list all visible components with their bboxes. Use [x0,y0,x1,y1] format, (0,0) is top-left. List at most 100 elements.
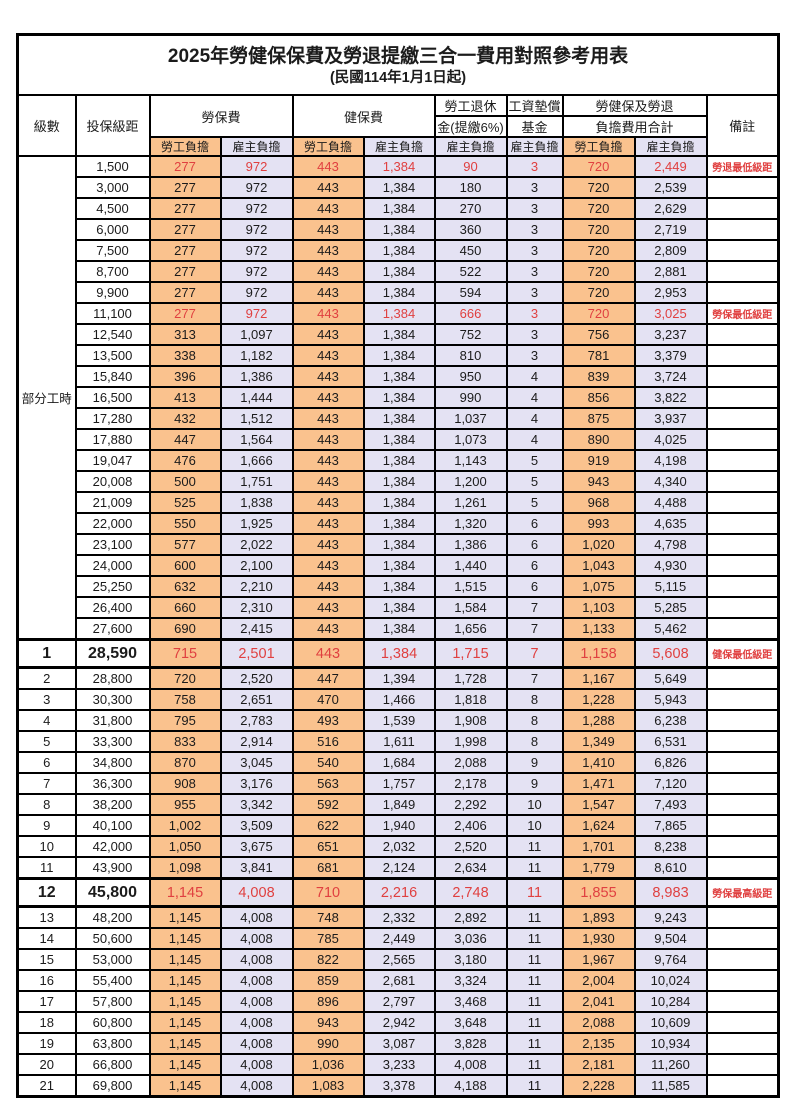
table-row: 3,000 277 972 443 1,384 180 3 720 2,539 [18,176,780,199]
bracket-cell: 57,800 [74,990,151,1013]
value-cell: 443 [291,470,365,493]
value-cell: 3,841 [219,856,294,880]
value-cell: 1,145 [148,1053,222,1076]
value-cell: 1,288 [561,709,636,732]
value-cell: 1,075 [561,575,636,598]
value-cell: 3 [505,176,564,199]
value-cell: 11 [505,1011,564,1034]
value-cell: 1,384 [362,281,436,304]
value-cell: 8 [505,709,564,732]
table-row: 26,400 660 2,310 443 1,384 1,584 7 1,103 5,285 [18,596,780,619]
table-row: 21,009 525 1,838 443 1,384 1,261 5 968 4,488 [18,491,780,514]
subheader-labor-employee: 勞工負擔 [148,136,222,157]
value-cell: 5,115 [633,575,708,598]
value-cell: 2,539 [633,176,708,199]
value-cell: 11 [505,1053,564,1076]
value-cell: 1,564 [219,428,294,451]
table-row: 20 66,800 1,145 4,008 1,036 3,233 4,008 11 2,181… [16,1053,780,1076]
note-cell [705,1053,780,1076]
value-cell: 1,036 [291,1053,365,1076]
table-row: 19,047 476 1,666 443 1,384 1,143 5 919 4,198 [18,449,780,472]
value-cell: 5,943 [633,688,708,711]
value-cell: 1,893 [561,905,636,929]
note-cell [705,730,780,753]
value-cell: 2,719 [633,218,708,241]
value-cell: 550 [148,512,222,535]
value-cell: 1,145 [148,927,222,950]
value-cell: 277 [148,176,222,199]
value-cell: 4,008 [219,969,294,992]
level-cell: 19 [16,1032,77,1055]
table-row: 1 28,590 715 2,501 443 1,384 1,715 7 1,158 5,608 健… [16,638,780,669]
bracket-cell: 30,300 [74,688,151,711]
value-cell: 277 [148,302,222,325]
value-cell: 1,037 [433,407,508,430]
value-cell: 4,025 [633,428,708,451]
value-cell: 11,260 [633,1053,708,1076]
value-cell: 720 [561,281,636,304]
value-cell: 1,908 [433,709,508,732]
table-row: 4 31,800 795 2,783 493 1,539 1,908 8 1,288 6,238 [16,709,780,732]
note-cell: 勞保最高級距 [705,877,780,908]
value-cell: 2,651 [219,688,294,711]
value-cell: 2,088 [433,751,508,774]
bracket-cell: 12,540 [74,323,151,346]
value-cell: 3,378 [362,1074,436,1098]
value-cell: 11 [505,905,564,929]
bracket-cell: 13,500 [74,344,151,367]
table-row: 7 36,300 908 3,176 563 1,757 2,178 9 1,471 7,120 [16,772,780,795]
value-cell: 10,024 [633,969,708,992]
value-cell: 3,379 [633,344,708,367]
table-row: 16 55,400 1,145 4,008 859 2,681 3,324 11 2,004 10… [16,969,780,992]
value-cell: 5 [505,491,564,514]
header-row-3: 勞工負擔 雇主負擔 勞工負擔 雇主負擔 雇主負擔 雇主負擔 勞工負擔 雇主負擔 [18,136,779,157]
subheader-labor-employer: 雇主負擔 [219,136,294,157]
value-cell: 4,008 [219,990,294,1013]
value-cell: 443 [291,365,365,388]
table-row: 9 40,100 1,002 3,509 622 1,940 2,406 10 1,624 7,8… [16,814,780,837]
bracket-cell: 6,000 [74,218,151,241]
value-cell: 1,384 [362,323,436,346]
value-cell: 1,444 [219,386,294,409]
value-cell: 4,008 [219,1053,294,1076]
note-cell [705,491,780,514]
value-cell: 2,797 [362,990,436,1013]
table-row: 10 42,000 1,050 3,675 651 2,032 2,520 11 1,701 8,… [16,835,780,858]
value-cell: 758 [148,688,222,711]
bracket-cell: 60,800 [74,1011,151,1034]
value-cell: 3 [505,218,564,241]
bracket-cell: 43,900 [74,856,151,880]
value-cell: 720 [561,176,636,199]
value-cell: 443 [291,596,365,619]
value-cell: 1,083 [291,1074,365,1098]
value-cell: 3,180 [433,948,508,971]
value-cell: 896 [291,990,365,1013]
value-cell: 1,818 [433,688,508,711]
value-cell: 447 [291,666,365,690]
value-cell: 1,998 [433,730,508,753]
note-cell [705,176,780,199]
bracket-cell: 42,000 [74,835,151,858]
value-cell: 1,145 [148,905,222,929]
bracket-cell: 15,840 [74,365,151,388]
col-header-wage-fund-line1: 工資墊償 [505,94,564,117]
subheader-total-employer: 雇主負擔 [633,136,708,157]
value-cell: 2,565 [362,948,436,971]
value-cell: 2,135 [561,1032,636,1055]
bracket-cell: 40,100 [74,814,151,837]
value-cell: 3,025 [633,302,708,325]
value-cell: 785 [291,927,365,950]
level-cell: 17 [16,990,77,1013]
value-cell: 990 [433,386,508,409]
table-row: 6 34,800 870 3,045 540 1,684 2,088 9 1,410 6,826 [16,751,780,774]
value-cell: 443 [291,449,365,472]
value-cell: 5,608 [633,638,708,669]
value-cell: 2,809 [633,239,708,262]
value-cell: 7,120 [633,772,708,795]
value-cell: 9 [505,751,564,774]
value-cell: 1,228 [561,688,636,711]
value-cell: 1,097 [219,323,294,346]
value-cell: 1,751 [219,470,294,493]
table-row: 3 30,300 758 2,651 470 1,466 1,818 8 1,228 5,943 [16,688,780,711]
value-cell: 1,384 [362,491,436,514]
